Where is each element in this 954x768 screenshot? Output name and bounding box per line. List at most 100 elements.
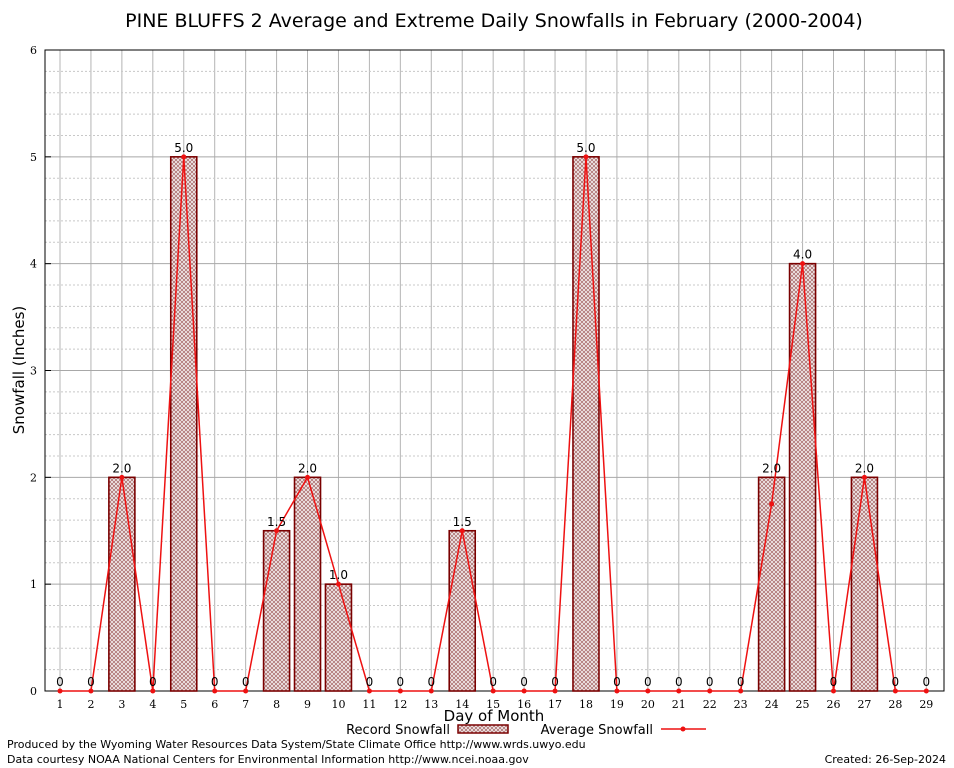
average-point-day-27 (861, 474, 867, 480)
x-tick-1: 1 (57, 698, 64, 711)
data-label-day-24: 2.0 (762, 461, 781, 475)
average-point-day-3 (119, 474, 125, 480)
bar-day-9 (293, 476, 322, 692)
data-label-day-17: 0 (551, 675, 559, 689)
x-axis-label: Day of Month (444, 707, 545, 725)
footer-data-courtesy: Data courtesy NOAA National Centers for … (7, 753, 529, 766)
legend-average-marker (680, 726, 686, 732)
data-label-day-7: 0 (242, 675, 250, 689)
bar-day-27 (850, 476, 879, 692)
data-label-day-13: 0 (427, 675, 435, 689)
data-label-day-6: 0 (211, 675, 219, 689)
average-point-day-12 (397, 688, 403, 694)
average-point-day-1 (57, 688, 63, 694)
data-label-day-12: 0 (397, 675, 405, 689)
x-tick-26: 26 (827, 698, 841, 711)
x-tick-9: 9 (304, 698, 311, 711)
data-label-day-22: 0 (706, 675, 714, 689)
data-label-day-1: 0 (56, 675, 64, 689)
average-point-day-22 (707, 688, 713, 694)
footer-created: Created: 26-Sep-2024 (824, 753, 946, 766)
y-tick-5: 5 (30, 151, 37, 164)
average-point-day-15 (490, 688, 496, 694)
data-label-day-8: 1.5 (267, 515, 286, 529)
average-point-day-8 (274, 528, 280, 534)
y-tick-1: 1 (30, 578, 37, 591)
x-tick-2: 2 (87, 698, 94, 711)
x-tick-27: 27 (857, 698, 871, 711)
bar-day-8 (262, 529, 291, 692)
average-point-day-19 (614, 688, 620, 694)
data-label-day-3: 2.0 (112, 461, 131, 475)
average-point-day-2 (88, 688, 94, 694)
data-label-day-20: 0 (644, 675, 652, 689)
data-labels: 0 0 2.0 0 5.0 0 0 1.5 2.0 1.0 0 0 0 1.5 0 0 0 5.0 0 0 0 0 0 2.0… (56, 141, 930, 689)
x-tick-12: 12 (393, 698, 407, 711)
x-tick-28: 28 (888, 698, 902, 711)
average-point-day-24 (769, 501, 775, 507)
average-line (57, 154, 929, 694)
x-tick-13: 13 (424, 698, 438, 711)
data-label-day-14: 1.5 (453, 515, 472, 529)
data-label-day-16: 0 (520, 675, 528, 689)
x-tick-25: 25 (796, 698, 810, 711)
x-tick-19: 19 (610, 698, 624, 711)
x-tick-15: 15 (486, 698, 500, 711)
data-label-day-28: 0 (892, 675, 900, 689)
x-tick-labels: 1 2 3 4 5 6 7 8 9 10 11 12 13 14 15 16 17 18 19 20 21 22 23 24 2… (57, 698, 934, 711)
x-tick-4: 4 (149, 698, 156, 711)
x-tick-22: 22 (703, 698, 717, 711)
footer-produced-by: Produced by the Wyoming Water Resources … (7, 738, 586, 751)
x-tick-6: 6 (211, 698, 218, 711)
record-bars (108, 156, 879, 692)
bar-day-24 (757, 476, 786, 692)
x-tick-21: 21 (672, 698, 686, 711)
data-label-day-9: 2.0 (298, 461, 317, 475)
legend-record-swatch (457, 724, 509, 734)
data-label-day-21: 0 (675, 675, 683, 689)
bar-day-5 (169, 156, 198, 692)
x-tick-7: 7 (242, 698, 249, 711)
y-tick-3: 3 (30, 365, 37, 378)
average-point-day-16 (521, 688, 527, 694)
x-tick-20: 20 (641, 698, 655, 711)
average-point-day-23 (738, 688, 744, 694)
data-label-day-5: 5.0 (174, 141, 193, 155)
average-point-day-26 (831, 688, 836, 694)
y-tick-labels: 0 1 2 3 4 5 6 (30, 44, 51, 698)
average-point-day-14 (459, 528, 465, 534)
x-tick-24: 24 (765, 698, 779, 711)
bar-day-18 (572, 156, 600, 692)
average-point-day-6 (212, 688, 218, 694)
x-tick-17: 17 (548, 698, 562, 711)
x-tick-10: 10 (331, 698, 345, 711)
average-point-day-13 (428, 688, 434, 694)
data-label-day-18: 5.0 (576, 141, 595, 155)
average-point-day-20 (645, 688, 651, 694)
legend-average-label: Average Snowfall (541, 723, 653, 738)
data-label-day-15: 0 (489, 675, 497, 689)
data-label-day-10: 1.0 (329, 568, 348, 582)
x-tick-14: 14 (455, 698, 469, 711)
y-tick-2: 2 (30, 471, 37, 484)
average-point-day-11 (366, 688, 372, 694)
y-tick-0: 0 (30, 685, 37, 698)
y-axis-label: Snowfall (Inches) (10, 306, 28, 434)
average-point-day-10 (335, 581, 341, 587)
data-label-day-19: 0 (613, 675, 621, 689)
data-label-day-25: 4.0 (793, 248, 812, 262)
average-point-day-17 (552, 688, 558, 694)
data-label-day-26: 0 (830, 675, 838, 689)
x-tick-18: 18 (579, 698, 593, 711)
bar-day-25 (788, 262, 817, 692)
data-label-day-11: 0 (366, 675, 374, 689)
legend: Record Snowfall Average Snowfall (346, 723, 706, 738)
y-tick-6: 6 (30, 44, 37, 57)
average-point-day-21 (676, 688, 682, 694)
x-tick-16: 16 (517, 698, 531, 711)
x-tick-8: 8 (273, 698, 280, 711)
average-point-day-25 (800, 261, 806, 267)
x-tick-5: 5 (180, 698, 187, 711)
average-point-day-4 (150, 688, 156, 694)
